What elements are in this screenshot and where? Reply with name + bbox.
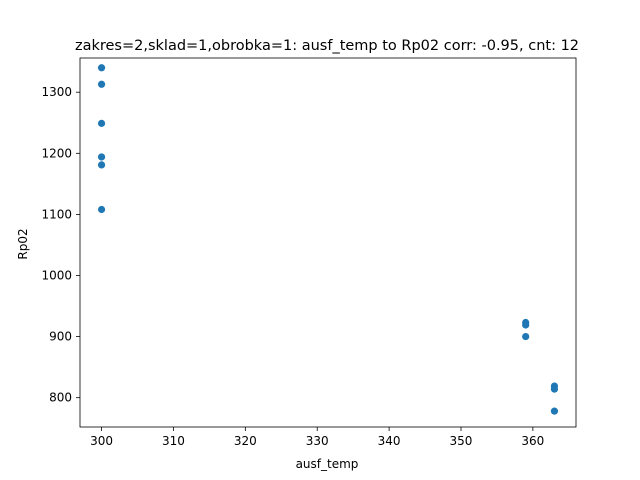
data-point — [550, 407, 559, 415]
x-axis-ticks: 300 310 320 330 340 350 360 — [90, 427, 544, 448]
y-tick-label: 1000 — [41, 268, 72, 282]
y-tick-label: 1300 — [41, 85, 72, 99]
data-point — [97, 205, 106, 214]
data-point — [97, 153, 106, 161]
data-point — [97, 119, 106, 127]
data-points — [97, 64, 559, 415]
x-tick-label: 320 — [234, 434, 257, 448]
y-axis-label: Rp02 — [16, 228, 30, 259]
data-point — [97, 161, 106, 169]
x-tick-label: 360 — [521, 434, 544, 448]
data-point — [522, 332, 530, 341]
x-axis-label: ausf_temp — [296, 457, 359, 471]
chart-title: zakres=2,sklad=1,obrobka=1: ausf_temp to… — [75, 38, 579, 54]
y-axis-ticks: 800 900 1000 1100 1200 1300 — [41, 85, 80, 405]
x-tick-label: 340 — [378, 434, 401, 448]
data-point — [97, 64, 106, 72]
data-point — [522, 321, 530, 329]
plot-area — [79, 57, 577, 428]
plot-frame — [79, 57, 577, 428]
x-tick-label: 350 — [450, 434, 473, 448]
y-tick-label: 800 — [49, 391, 72, 405]
y-tick-label: 1200 — [41, 146, 72, 160]
data-point — [550, 385, 559, 393]
x-tick-label: 310 — [162, 434, 185, 448]
data-point — [97, 80, 106, 88]
x-tick-label: 330 — [306, 434, 329, 448]
y-tick-label: 900 — [49, 330, 72, 344]
x-tick-label: 300 — [90, 434, 113, 448]
y-tick-label: 1100 — [41, 207, 72, 221]
